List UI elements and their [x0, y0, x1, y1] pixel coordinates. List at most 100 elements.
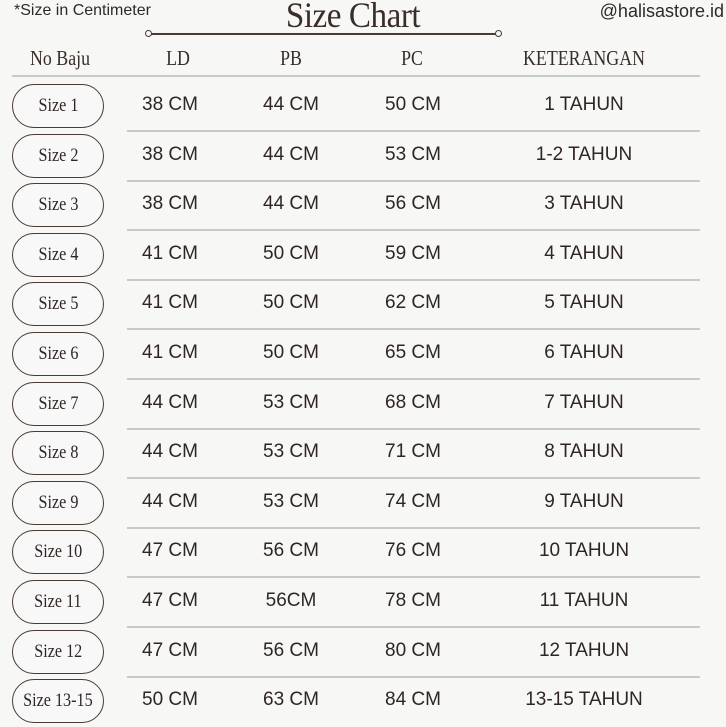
size-label-pill: Size 1 [12, 84, 104, 128]
header-no-baju: No Baju [30, 46, 90, 70]
cell-pc: 80 CM [385, 639, 441, 661]
table-row: Size 9 44 CM 53 CM 74 CM 9 TAHUN [0, 479, 726, 529]
row-divider [127, 427, 700, 430]
cell-ld: 41 CM [142, 342, 198, 363]
table-row: Size 2 38 CM 44 CM 53 CM 1-2 TAHUN [0, 132, 726, 182]
cell-ld: 44 CM [142, 441, 198, 463]
row-divider [127, 229, 700, 232]
size-label: Size 3 [38, 194, 78, 216]
cell-pc: 50 CM [385, 94, 441, 115]
row-divider [127, 526, 700, 529]
table-row: Size 5 41 CM 50 CM 62 CM 5 TAHUN [0, 280, 726, 331]
header-divider [12, 75, 700, 77]
row-divider [127, 576, 700, 579]
table-row: Size 12 47 CM 56 CM 80 CM 12 TAHUN [0, 628, 726, 678]
size-label-pill: Size 6 [12, 332, 104, 376]
cell-pb: 63 CM [263, 689, 319, 711]
store-handle: @halisastore.id [599, 1, 724, 21]
size-label-pill: Size 5 [12, 282, 104, 327]
size-label: Size 11 [34, 591, 82, 612]
cell-pc: 68 CM [385, 391, 441, 413]
row-divider [127, 675, 700, 678]
size-label: Size 9 [38, 491, 78, 513]
cell-ld: 38 CM [142, 94, 198, 115]
cell-pc: 76 CM [385, 540, 441, 562]
size-label: Size 6 [38, 343, 78, 364]
cell-pb: 44 CM [263, 143, 319, 165]
cell-pc: 74 CM [385, 490, 441, 512]
cell-pb: 50 CM [263, 292, 319, 314]
cell-pb: 50 CM [263, 242, 319, 264]
size-label-pill: Size 10 [12, 530, 104, 575]
cell-pc: 53 CM [385, 143, 441, 165]
row-divider [127, 477, 700, 480]
cell-ld: 41 CM [142, 292, 198, 314]
row-divider [127, 328, 700, 331]
header-pc: PC [401, 46, 423, 70]
size-label: Size 4 [38, 243, 78, 265]
size-label-pill: Size 7 [12, 381, 104, 426]
cell-keterangan: 1 TAHUN [544, 94, 624, 115]
cell-keterangan: 3 TAHUN [544, 193, 624, 215]
cell-ld: 47 CM [142, 590, 198, 611]
cell-keterangan: 11 TAHUN [539, 590, 629, 611]
row-divider [127, 278, 700, 281]
cell-pb: 44 CM [263, 193, 319, 215]
header-ld: LD [166, 46, 190, 70]
cell-pb: 53 CM [263, 441, 319, 463]
header-keterangan: KETERANGAN [523, 46, 645, 70]
table-row: Size 7 44 CM 53 CM 68 CM 7 TAHUN [0, 380, 726, 430]
cell-pc: 62 CM [385, 292, 441, 314]
cell-pb: 56 CM [263, 639, 319, 661]
table-row: Size 13-15 50 CM 63 CM 84 CM 13-15 TAHUN [0, 677, 726, 727]
cell-keterangan: 7 TAHUN [544, 391, 624, 413]
cell-pc: 65 CM [385, 342, 441, 363]
page-title: Size Chart [285, 0, 421, 35]
cell-keterangan: 9 TAHUN [544, 490, 624, 512]
row-divider [127, 179, 700, 182]
cell-keterangan: 4 TAHUN [544, 242, 624, 264]
size-unit-note: *Size in Centimeter [14, 2, 151, 19]
size-label-pill: Size 12 [12, 629, 104, 674]
table-row: Size 1 38 CM 44 CM 50 CM 1 TAHUN [0, 82, 726, 132]
cell-pb: 53 CM [263, 391, 319, 413]
cell-keterangan: 6 TAHUN [544, 342, 624, 363]
header-pb: PB [280, 46, 302, 70]
cell-ld: 44 CM [142, 490, 198, 512]
cell-keterangan: 12 TAHUN [538, 639, 630, 661]
row-divider [127, 130, 700, 132]
cell-ld: 41 CM [142, 242, 198, 264]
cell-ld: 47 CM [142, 639, 198, 661]
size-label: Size 5 [38, 293, 78, 315]
cell-ld: 38 CM [142, 143, 198, 165]
cell-keterangan: 10 TAHUN [538, 540, 630, 562]
cell-ld: 38 CM [142, 193, 198, 215]
cell-keterangan: 1-2 TAHUN [535, 143, 633, 165]
size-label: Size 7 [38, 392, 78, 414]
size-label-pill: Size 2 [12, 133, 104, 178]
cell-pc: 84 CM [385, 689, 441, 711]
size-label: Size 8 [38, 442, 78, 464]
cell-ld: 44 CM [142, 391, 198, 413]
cell-keterangan: 8 TAHUN [544, 441, 624, 463]
cell-pb: 50 CM [263, 342, 319, 363]
table-row: Size 4 41 CM 50 CM 59 CM 4 TAHUN [0, 231, 726, 281]
cell-pc: 71 CM [385, 441, 441, 463]
size-label: Size 10 [34, 541, 82, 563]
size-label: Size 13-15 [23, 690, 93, 712]
row-divider [127, 626, 700, 628]
underline-dot-left [145, 30, 152, 37]
cell-pb: 56CM [265, 590, 317, 611]
row-divider [127, 378, 700, 380]
table-row: Size 3 38 CM 44 CM 56 CM 3 TAHUN [0, 181, 726, 232]
size-label: Size 12 [34, 640, 82, 662]
cell-pb: 44 CM [263, 94, 319, 115]
size-label-pill: Size 9 [12, 480, 104, 525]
cell-keterangan: 5 TAHUN [544, 292, 624, 314]
cell-ld: 47 CM [142, 540, 198, 562]
cell-ld: 50 CM [142, 689, 198, 711]
size-label-pill: Size 11 [12, 580, 104, 624]
cell-pc: 59 CM [385, 242, 441, 264]
table-row: Size 10 47 CM 56 CM 76 CM 10 TAHUN [0, 528, 726, 579]
size-label: Size 1 [38, 95, 78, 116]
